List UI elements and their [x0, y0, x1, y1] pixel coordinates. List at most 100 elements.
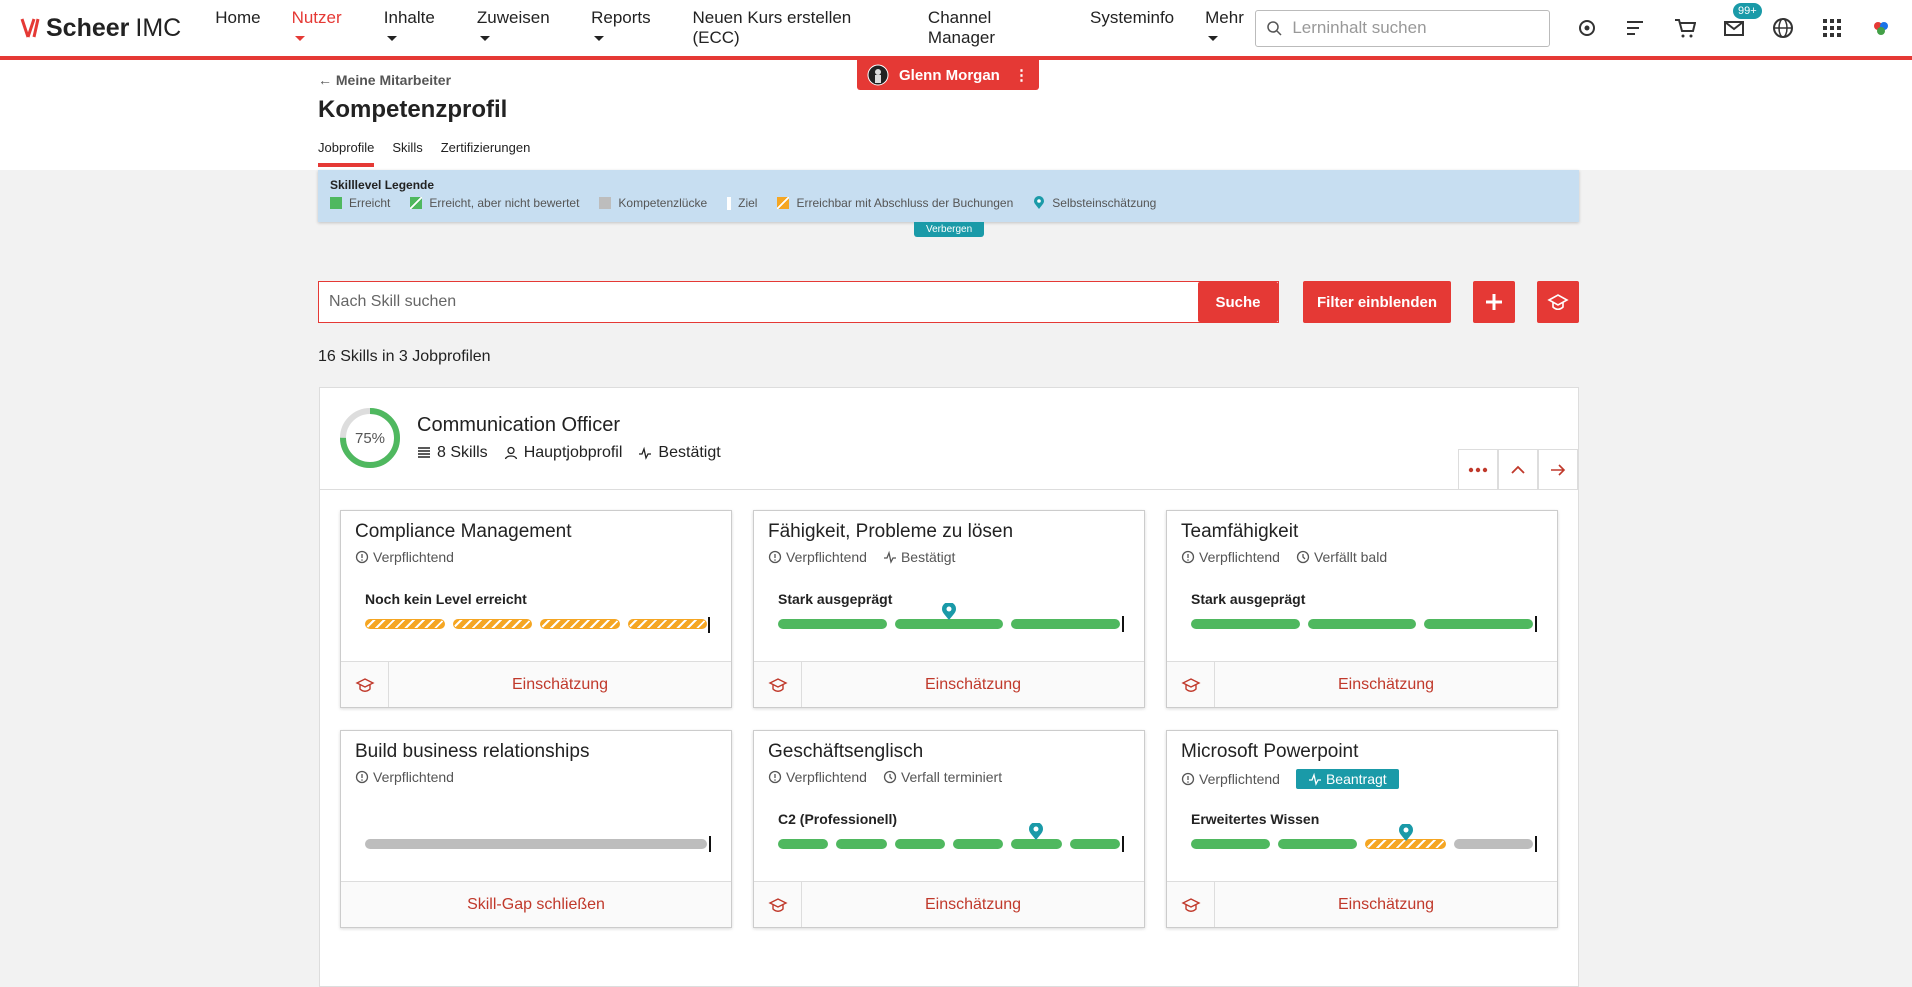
nav-label: Systeminfo: [1090, 8, 1175, 27]
tasks-icon[interactable]: [1625, 17, 1647, 39]
mail[interactable]: 99+: [1723, 3, 1762, 39]
card-action[interactable]: Skill-Gap schließen: [467, 895, 605, 913]
nav-label: Zuweisen: [476, 8, 550, 27]
assess-icon-button[interactable]: [754, 662, 802, 707]
profile-actions: [1458, 449, 1578, 489]
swatch: [599, 197, 612, 209]
tab[interactable]: Zertifizierungen: [440, 140, 531, 155]
skill-tags: Verpflichtend Bestätigt: [768, 549, 955, 565]
level-bar: [1191, 824, 1537, 852]
assess-icon: [767, 897, 788, 912]
add-button[interactable]: [1473, 281, 1515, 323]
skill-tag: Verpflichtend: [355, 769, 454, 785]
level-segment: [1011, 616, 1125, 632]
summary: 16 Skills in 3 Jobprofilen: [318, 348, 491, 365]
tag-label: Verpflichtend: [1199, 549, 1280, 565]
card-footer: Skill-Gap schließen: [341, 881, 731, 927]
assess-icon-button[interactable]: [754, 882, 802, 927]
goal-marker: [709, 836, 711, 852]
logo[interactable]: Scheer IMC: [20, 14, 181, 43]
partner-icon[interactable]: [1870, 17, 1892, 39]
clock-icon: [883, 770, 897, 784]
skill-grid: Compliance Management Verpflichtend Noch k…: [320, 490, 1578, 948]
icon-part: [768, 770, 782, 784]
icon-part: [767, 897, 788, 912]
skill-title: Fähigkeit, Probleme zu lösen: [768, 521, 1014, 542]
card-footer: Einschätzung: [1167, 881, 1557, 927]
level-segment: [894, 603, 1004, 629]
back-link[interactable]: ← Meine Mitarbeiter: [318, 72, 452, 88]
tab[interactable]: Jobprofile: [318, 140, 375, 167]
level-bar: [778, 823, 1124, 852]
legend-item: Erreichbar mit Abschluss der Buchungen: [777, 196, 1013, 210]
nav-item[interactable]: Mehr: [1205, 8, 1255, 48]
apps-icon[interactable]: [1821, 17, 1843, 39]
collapse-button[interactable]: [1498, 449, 1538, 489]
brand-suffix: IMC: [135, 13, 182, 42]
icon-part: [1187, 559, 1189, 561]
card-action[interactable]: Einschätzung: [924, 895, 1022, 913]
job-profile: 75% Communication Officer 8 Skills Hauptj…: [319, 387, 1579, 987]
assess-icon: [1180, 677, 1201, 692]
icon-part: [355, 550, 369, 564]
settings-icon[interactable]: [1576, 17, 1598, 39]
open-button[interactable]: [1538, 449, 1578, 489]
icon-part: [1308, 772, 1321, 786]
nav-item[interactable]: Neuen Kurs erstellen (ECC): [693, 8, 897, 48]
legend-toggle[interactable]: Verbergen: [914, 222, 985, 237]
assess-icon-button[interactable]: [341, 662, 389, 707]
language-icon[interactable]: [1772, 17, 1794, 39]
level-segment: [952, 839, 1004, 849]
info-icon: [1181, 550, 1195, 564]
search-button[interactable]: Suche: [1198, 282, 1278, 322]
goal-marker: [1121, 836, 1124, 852]
card-action[interactable]: Einschätzung: [924, 675, 1022, 693]
global-search[interactable]: Lerninhalt suchen: [1255, 9, 1550, 47]
skill-tag: Verpflichtend: [1181, 771, 1280, 787]
legend-item: Selbsteinschätzung: [1033, 196, 1156, 210]
card-action[interactable]: Einschätzung: [1337, 895, 1435, 913]
skill-search-input[interactable]: Nach Skill suchen: [329, 293, 457, 310]
nav-item[interactable]: Channel Manager: [928, 8, 1059, 48]
nav-item[interactable]: Systeminfo: [1090, 8, 1174, 48]
level-segment: [836, 839, 887, 849]
legend-item: Ziel: [727, 196, 757, 210]
card-action[interactable]: Einschätzung: [511, 675, 609, 693]
self-swatch: [1034, 196, 1045, 209]
meta-label: Bestätigt: [658, 444, 721, 461]
icon-part: [1181, 550, 1195, 564]
nav-item[interactable]: Home: [215, 8, 260, 48]
nav-item[interactable]: Reports: [591, 8, 661, 48]
filter-button[interactable]: Filter einblenden: [1303, 281, 1451, 323]
skill-title: Teamfähigkeit: [1181, 521, 1299, 542]
cart-icon[interactable]: [1674, 17, 1696, 39]
icon-part: [767, 677, 788, 692]
assess-icon: [1180, 897, 1201, 912]
assess-button[interactable]: [1537, 281, 1579, 323]
tab[interactable]: Skills: [392, 140, 423, 155]
caret: [594, 36, 605, 42]
icon-part: [774, 559, 776, 561]
mail-badge: 99+: [1733, 3, 1762, 19]
skill-level: C2 (Professionell): [778, 811, 898, 827]
tabs: Jobprofile Skills Zertifizierungen: [318, 140, 1579, 167]
info-icon: [768, 770, 782, 784]
more-button[interactable]: [1458, 449, 1498, 489]
pin-dot: [1033, 826, 1039, 832]
user-chip[interactable]: Glenn Morgan ⋮: [857, 60, 1039, 90]
nav-item[interactable]: Inhalte: [384, 8, 446, 48]
assess-icon-button[interactable]: [1167, 882, 1215, 927]
back-label: Meine Mitarbeiter: [335, 72, 452, 88]
skill-card: Fähigkeit, Probleme zu lösen Verpflichten…: [753, 510, 1145, 708]
user-menu[interactable]: ⋮: [1014, 67, 1029, 84]
top-nav: Scheer IMC Home Nutzer Inhalte Zuweisen Repor…: [0, 0, 1912, 60]
nav-item[interactable]: Nutzer: [292, 8, 353, 48]
goal-marker: [1535, 836, 1537, 852]
nav-item[interactable]: Zuweisen: [477, 8, 560, 48]
level-bar: [1191, 616, 1538, 632]
skill-tag: Beantragt: [1295, 769, 1399, 789]
card-action[interactable]: Einschätzung: [1337, 675, 1435, 693]
info-icon: [1181, 772, 1195, 786]
assess-icon-button[interactable]: [1167, 662, 1215, 707]
